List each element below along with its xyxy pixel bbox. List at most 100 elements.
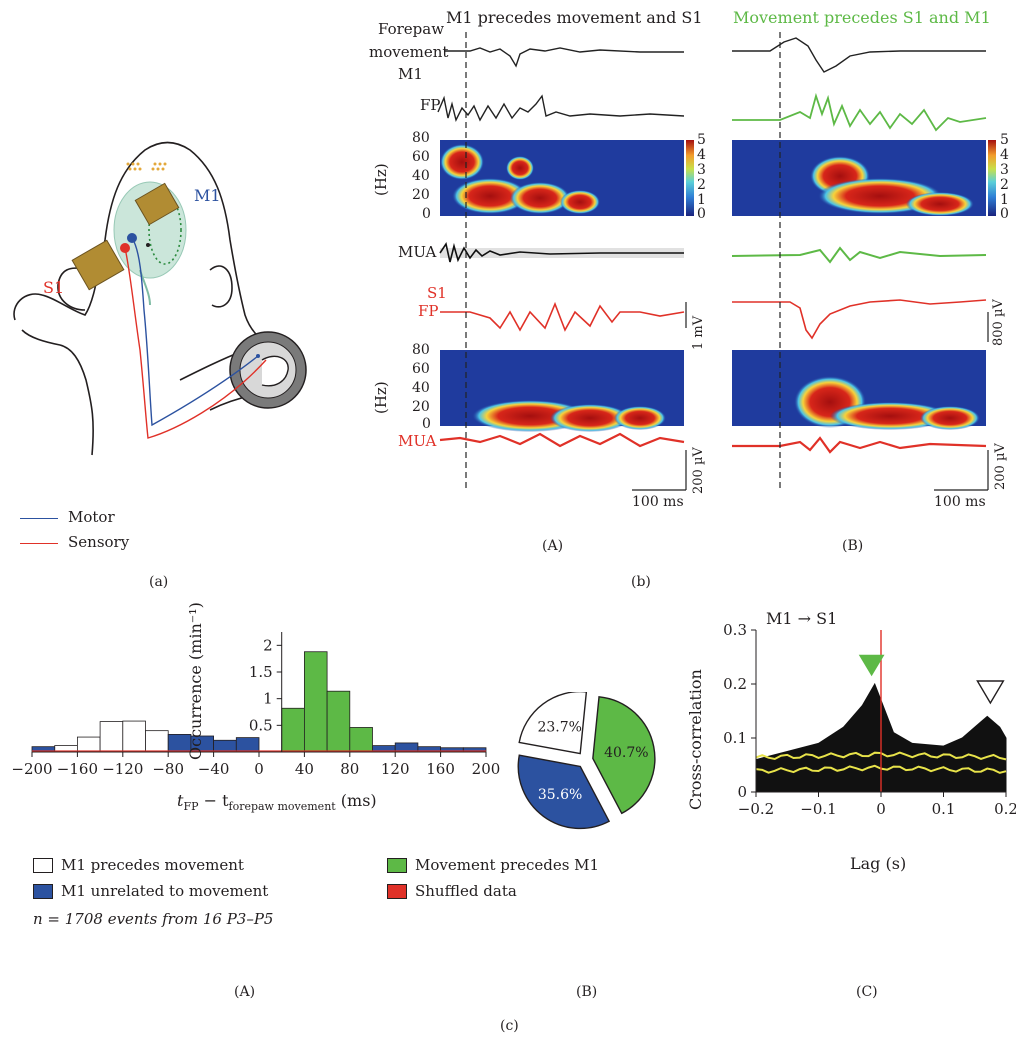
scale-200uv-label-a: 200 µV — [691, 447, 706, 494]
xcorr-xlabel: Lag (s) — [850, 854, 907, 873]
histogram-chart: 0.5 1 1.5 2 −200 −160 −120 −80 −40 0 40 80 120 160 200 — [11, 632, 500, 778]
freq-tick: 60 — [412, 149, 430, 165]
histogram-bar — [235, 737, 260, 753]
col-a-spectrogram-bottom — [440, 350, 684, 432]
s1-trace-label: S1 — [427, 284, 447, 302]
panel-b-sub-b: (B) — [842, 538, 864, 554]
legend-label: Movement precedes M1 — [415, 856, 600, 874]
xcorr-y-tick-label: 0 — [737, 783, 747, 801]
sensory-legend-label: Sensory — [68, 533, 130, 551]
hist-x-tick-label: 80 — [340, 760, 359, 778]
xcorr-ylabel: Cross-correlation — [686, 669, 705, 810]
colorbar-tick: 1 — [697, 192, 706, 208]
panel-c-sub-c: (C) — [856, 984, 878, 1000]
s1-fp-trace-label: FP — [418, 302, 439, 320]
colorbar-tick: 0 — [1000, 206, 1009, 222]
col-a-forepaw-trace — [444, 47, 684, 68]
histogram-bar — [99, 721, 124, 753]
col-b-s1-fp-trace — [732, 299, 987, 340]
col-b-title: Movement precedes S1 and M1 — [733, 8, 991, 27]
histogram-bar — [417, 750, 441, 752]
hist-xlabel-mid: − t — [198, 791, 229, 810]
col-b-m1-fp-trace — [732, 92, 987, 132]
legend-item: M1 precedes movement — [33, 856, 244, 874]
s1-mua-trace-label: MUA — [398, 432, 437, 450]
histogram-bar — [303, 651, 328, 753]
freq-tick: 20 — [412, 187, 430, 203]
col-a-title: M1 precedes movement and S1 — [446, 8, 703, 27]
mua-trace-label: MUA — [398, 243, 437, 261]
colorbar-tick: 3 — [697, 162, 706, 178]
hist-y-tick-label: 1.5 — [249, 663, 273, 681]
freq-tick: 40 — [412, 168, 430, 184]
col-b-spectrogram-top — [732, 140, 986, 216]
fp-trace-label: FP — [420, 96, 441, 114]
hist-x-tick-label: −120 — [102, 760, 143, 778]
histogram-bar — [122, 750, 146, 752]
traces-svg — [437, 32, 996, 491]
xcorr-y-tick-label: 0.2 — [723, 675, 747, 693]
xcorr-y-tick-label: 0.3 — [723, 621, 747, 639]
xcorr-x-tick-label: −0.1 — [800, 800, 836, 818]
col-b-forepaw-trace — [732, 37, 986, 73]
col-b-s1-mua-trace — [732, 436, 987, 454]
col-a-m1-fp-trace — [437, 94, 685, 123]
forepaw-label-1: Forepaw — [378, 20, 445, 38]
hist-y-tick-label: 1 — [263, 690, 273, 708]
colorbar-tick: 2 — [1000, 177, 1009, 193]
xcorr-chart: 0 0.1 0.2 0.3 −0.2 −0.1 0 0.1 0.2 M1 → S1 — [723, 609, 1016, 818]
colorbar-tick: 4 — [697, 147, 706, 163]
histogram-bar — [100, 750, 123, 752]
panel-c-caption: (c) — [500, 1018, 519, 1034]
histogram-bar — [54, 750, 78, 752]
m1-region-label: M1 — [194, 186, 221, 205]
scale-100ms-label-a: 100 ms — [632, 494, 684, 510]
histogram-bar — [440, 750, 464, 752]
freq-tick: 0 — [422, 206, 431, 222]
colorbar-tick: 4 — [1000, 147, 1009, 163]
hist-x-tick-label: 200 — [472, 760, 500, 778]
legend-label: Shuffled data — [415, 882, 517, 900]
colorbar-b — [988, 140, 996, 216]
hist-xlabel-sub2: forepaw movement — [228, 800, 336, 814]
pie-slice — [592, 696, 656, 815]
colorbar-a — [686, 140, 694, 216]
xcorr-x-tick-label: 0 — [876, 800, 886, 818]
legend-label: M1 precedes movement — [61, 856, 244, 874]
xcorr-x-tick-label: −0.2 — [738, 800, 774, 818]
pie-slice — [517, 754, 611, 830]
freq-tick: 60 — [412, 361, 430, 377]
colorbar-tick: 3 — [1000, 162, 1009, 178]
forepaw-label-2: movement — [369, 43, 449, 61]
s1-region-label: S1 — [43, 278, 65, 297]
scale-1mv-label: 1 mV — [691, 315, 706, 350]
histogram-bar — [259, 750, 282, 752]
histogram-bar — [77, 750, 101, 752]
peak-marker-green — [858, 654, 885, 677]
hist-x-tick-label: −200 — [11, 760, 52, 778]
colorbar-tick: 5 — [1000, 132, 1009, 148]
histogram-bar — [213, 739, 237, 753]
hist-x-tick-label: −80 — [152, 760, 184, 778]
hist-xlabel-sub1: FP — [183, 800, 199, 814]
xcorr-x-tick-label: 0.1 — [932, 800, 956, 818]
freq-tick: 40 — [412, 380, 430, 396]
histogram-bar — [281, 707, 305, 753]
histogram-bar — [349, 750, 373, 752]
colorbar-tick: 0 — [697, 206, 706, 222]
panel-c-sub-a: (A) — [234, 984, 256, 1000]
histogram-bar — [327, 750, 350, 752]
hist-x-tick-label: 40 — [295, 760, 314, 778]
col-b-spectrogram-bottom — [732, 350, 986, 430]
col-b-mua-trace — [731, 246, 987, 264]
legend-item: Shuffled data — [387, 882, 517, 900]
sensory-legend-line — [20, 543, 58, 544]
hist-xlabel: tFP − tforepaw movement (ms) — [177, 791, 377, 813]
hist-xlabel-unit: (ms) — [335, 791, 377, 810]
histogram-bar — [326, 690, 351, 753]
histogram-bar — [213, 750, 237, 752]
legend-swatch — [387, 857, 407, 873]
scale-200uv-label-b: 200 µV — [993, 443, 1008, 490]
xcorr-title: M1 → S1 — [766, 609, 837, 628]
rat-schematic — [13, 141, 307, 456]
